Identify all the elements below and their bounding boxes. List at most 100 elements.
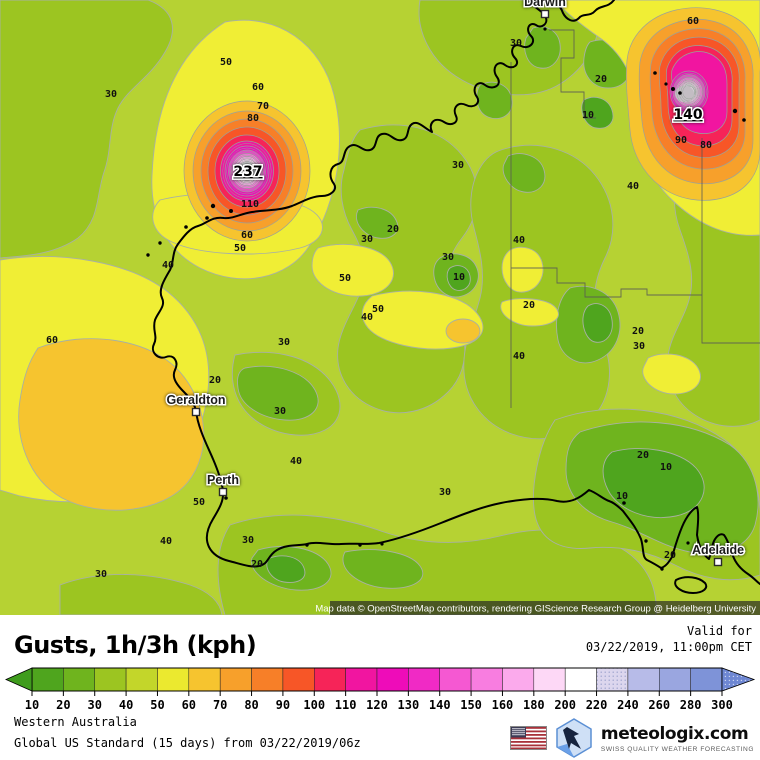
svg-text:140: 140 [673, 107, 702, 123]
svg-text:10: 10 [616, 491, 628, 502]
svg-text:90: 90 [675, 135, 687, 146]
gust-map[interactable]: 3050607080110605040602030405040303020302… [0, 0, 760, 616]
peak-value-labels: 237 140 [232, 106, 704, 182]
coastline [146, 0, 760, 594]
svg-text:60: 60 [241, 230, 253, 241]
svg-text:30: 30 [510, 38, 522, 49]
svg-text:70: 70 [257, 101, 269, 112]
svg-text:20: 20 [56, 698, 70, 712]
svg-text:30: 30 [274, 406, 286, 417]
svg-text:40: 40 [119, 698, 133, 712]
svg-text:40: 40 [513, 235, 525, 246]
color-scale-legend: 10 20 30 40 50 60 70 80 90 100 110 120 130 140 150 160 1… [0, 663, 760, 718]
svg-text:100: 100 [303, 698, 325, 712]
city-label: Geraldton [166, 393, 225, 407]
svg-text:30: 30 [278, 337, 290, 348]
city-marker [713, 557, 723, 567]
svg-text:180: 180 [523, 698, 545, 712]
svg-text:150: 150 [460, 698, 482, 712]
svg-text:10: 10 [660, 462, 672, 473]
valid-label: Valid for [686, 624, 752, 638]
meteologix-logo-icon [556, 718, 592, 758]
map-attribution: Map data © OpenStreetMap contributors, r… [315, 604, 756, 615]
svg-text:30: 30 [439, 487, 451, 498]
svg-text:40: 40 [162, 260, 174, 271]
city-label: Darwin [524, 0, 566, 9]
info-panel: Gusts, 1h/3h (kph) Valid for 03/22/2019,… [0, 615, 760, 760]
model-run-info: Global US Standard (15 days) from 03/22/… [14, 736, 361, 750]
city-marker [540, 9, 550, 19]
svg-text:50: 50 [372, 304, 384, 315]
svg-text:20: 20 [251, 559, 263, 570]
islands [146, 27, 746, 571]
svg-text:60: 60 [252, 82, 264, 93]
svg-text:90: 90 [276, 698, 290, 712]
svg-text:130: 130 [398, 698, 420, 712]
brand-name: meteologix.com [600, 723, 749, 744]
svg-text:30: 30 [442, 252, 454, 263]
svg-text:50: 50 [193, 497, 205, 508]
city-label: Perth [207, 473, 239, 487]
svg-text:200: 200 [554, 698, 576, 712]
svg-text:110: 110 [335, 698, 357, 712]
svg-text:20: 20 [387, 224, 399, 235]
svg-text:60: 60 [182, 698, 196, 712]
city-marker [191, 407, 201, 417]
svg-text:110: 110 [241, 199, 259, 210]
state-borders [510, 29, 760, 408]
branding: meteologix.com SWISS QUALITY WEATHER FOR… [509, 718, 754, 758]
attribution-bar: Map data © OpenStreetMap contributors, r… [315, 601, 760, 615]
svg-text:20: 20 [595, 74, 607, 85]
svg-text:20: 20 [632, 326, 644, 337]
svg-text:40: 40 [627, 181, 639, 192]
svg-text:10: 10 [582, 110, 594, 121]
svg-text:10: 10 [453, 272, 465, 283]
svg-text:80: 80 [244, 698, 258, 712]
city-label: Adelaide [692, 543, 744, 557]
svg-text:70: 70 [213, 698, 227, 712]
svg-text:50: 50 [150, 698, 164, 712]
page-title: Gusts, 1h/3h (kph) [14, 631, 257, 659]
brand-text: meteologix.com SWISS QUALITY WEATHER FOR… [601, 724, 754, 753]
svg-text:80: 80 [700, 140, 712, 151]
svg-text:60: 60 [46, 335, 58, 346]
us-flag-icon [509, 726, 547, 750]
contour-labels: 3050607080110605040602030405040303020302… [46, 16, 712, 580]
cyclone-1 [183, 100, 311, 242]
svg-text:120: 120 [366, 698, 388, 712]
svg-text:60: 60 [687, 16, 699, 27]
valid-time: Valid for 03/22/2019, 11:00pm CET [586, 623, 752, 655]
svg-text:260: 260 [648, 698, 670, 712]
cyclone-2 [625, 7, 760, 201]
svg-text:140: 140 [429, 698, 451, 712]
region-name: Western Australia [14, 715, 137, 729]
svg-text:50: 50 [339, 273, 351, 284]
svg-text:40: 40 [361, 312, 373, 323]
svg-text:50: 50 [220, 57, 232, 68]
map-container: 30 50 60 70 80 110 60 50 40 60 20 30 40 50 40 30 30 20 30 2… [0, 0, 760, 616]
svg-text:80: 80 [247, 113, 259, 124]
svg-text:240: 240 [617, 698, 639, 712]
color-scale-cells: 10 20 30 40 50 60 70 80 90 100 110 120 130 140 150 160 1… [5, 667, 756, 712]
city-markers: Darwin Geraldton Perth Adelaide [165, 0, 746, 567]
city-marker [218, 487, 228, 497]
svg-text:20: 20 [637, 450, 649, 461]
valid-value: 03/22/2019, 11:00pm CET [585, 640, 752, 655]
svg-text:30: 30 [452, 160, 464, 171]
svg-text:30: 30 [88, 698, 102, 712]
svg-text:20: 20 [209, 375, 221, 386]
svg-text:30: 30 [633, 341, 645, 352]
svg-text:160: 160 [492, 698, 514, 712]
svg-text:20: 20 [664, 550, 676, 561]
svg-text:30: 30 [361, 234, 373, 245]
svg-text:40: 40 [513, 351, 525, 362]
svg-text:237: 237 [233, 164, 262, 180]
svg-text:220: 220 [586, 698, 608, 712]
svg-text:40: 40 [290, 456, 302, 467]
svg-text:20: 20 [523, 300, 535, 311]
svg-text:280: 280 [680, 698, 702, 712]
svg-text:30: 30 [242, 535, 254, 546]
svg-text:300: 300 [711, 698, 733, 712]
svg-text:10: 10 [25, 698, 39, 712]
